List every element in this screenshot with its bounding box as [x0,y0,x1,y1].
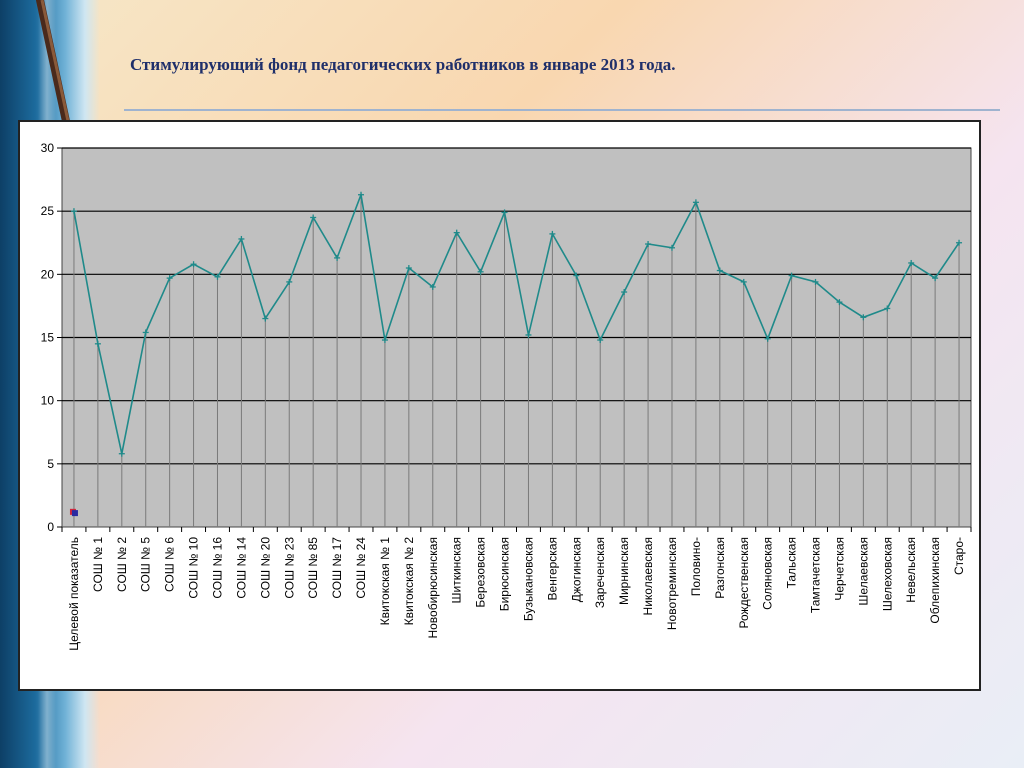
data-point [884,305,891,312]
x-tick-label: Половино- [689,537,703,596]
data-point [405,265,412,272]
x-tick-label: СОШ № 17 [330,537,344,599]
x-tick-label: Венгерская [545,537,559,600]
x-tick-label: Невельская [904,537,918,603]
x-tick-label: Черчетская [832,537,846,601]
y-tick-label: 10 [41,394,55,408]
x-tick-label: Разгонская [713,537,727,599]
x-tick-label: Старо- [952,537,966,575]
data-point [645,241,652,248]
data-point [166,275,173,282]
data-point [142,329,149,336]
x-tick-label: Николаевская [641,537,655,615]
x-tick-label: СОШ № 10 [187,537,201,599]
data-point [740,278,747,285]
data-point [334,254,341,261]
x-tick-label: Шелеховская [880,537,894,611]
x-tick-label: Рождественская [737,537,751,628]
x-tick-label: СОШ № 24 [354,537,368,599]
y-tick-label: 25 [41,204,55,218]
data-point [956,239,963,246]
x-tick-label: Новотреминская [665,537,679,630]
y-tick-label: 20 [41,267,55,281]
data-point [190,261,197,268]
data-point [836,299,843,306]
data-point [716,267,723,274]
data-point [262,315,269,322]
data-point [692,199,699,206]
x-tick-label: СОШ № 5 [139,537,153,592]
data-point [310,214,317,221]
line-chart: 0 5 10 15 20 25 30 Целевой показатель СОШ № 1 СОШ… [41,141,972,651]
x-tick-label: СОШ № 2 [115,537,129,592]
y-tick-label: 0 [47,520,54,534]
data-point [214,273,221,280]
data-point [932,275,939,282]
x-tick-label: СОШ № 16 [210,537,224,599]
title-divider [124,109,1000,111]
x-tick-label: СОШ № 20 [258,537,272,599]
x-tick-label: Облепихинская [928,537,942,624]
data-point [477,268,484,275]
x-tick-label: Целевой показатель [67,537,81,651]
data-point [573,272,580,279]
x-tick-label: Зареченская [593,537,607,608]
x-tick-label: Шелаевская [856,537,870,606]
data-point [453,229,460,236]
x-tick-label: Квитокская № 1 [378,537,392,626]
data-point [668,244,675,251]
data-point [70,208,77,215]
data-point [118,450,125,457]
x-tick-label: Тамтачетская [809,537,823,613]
data-point [94,340,101,347]
x-tick-label: Бузыкановская [521,537,535,621]
x-tick-label: СОШ № 6 [163,537,177,592]
data-point [381,337,388,344]
chart-frame: 0 5 10 15 20 25 30 Целевой показатель СОШ № 1 СОШ… [18,120,981,691]
data-point [597,337,604,344]
x-tick-label: СОШ № 14 [234,537,248,599]
page-title: Стимулирующий фонд педагогических работн… [130,55,676,74]
x-tick-label: Джогинская [569,537,583,602]
y-tick-label: 5 [47,457,54,471]
x-tick-label: СОШ № 85 [306,537,320,599]
data-point [860,314,867,321]
data-point [238,235,245,242]
y-tick-label: 30 [41,141,55,155]
series-line [73,191,960,454]
x-tick-label: Мирнинская [617,537,631,605]
data-point [812,278,819,285]
extra-marker [71,510,78,517]
data-point [358,191,365,198]
data-point [621,289,628,296]
x-tick-label: СОШ № 23 [282,537,296,599]
x-tick-label: Тальская [785,537,799,588]
data-point [501,209,508,216]
data-point [429,283,436,290]
x-tick-label: Шиткинская [450,537,464,603]
data-point [286,278,293,285]
y-tick-label: 15 [41,331,55,345]
data-point [525,331,532,338]
x-tick-label: Бирюсинская [498,537,512,611]
data-point [549,230,556,237]
x-tick-label: СОШ № 1 [91,537,105,592]
data-point [764,335,771,342]
data-point [788,272,795,279]
x-tick-label: Соляновская [761,537,775,610]
data-point [908,259,915,266]
x-tick-label: Новобирюсинская [426,537,440,639]
x-tick-label: Березовская [474,537,488,608]
x-tick-label: Квитокская № 2 [402,537,416,626]
